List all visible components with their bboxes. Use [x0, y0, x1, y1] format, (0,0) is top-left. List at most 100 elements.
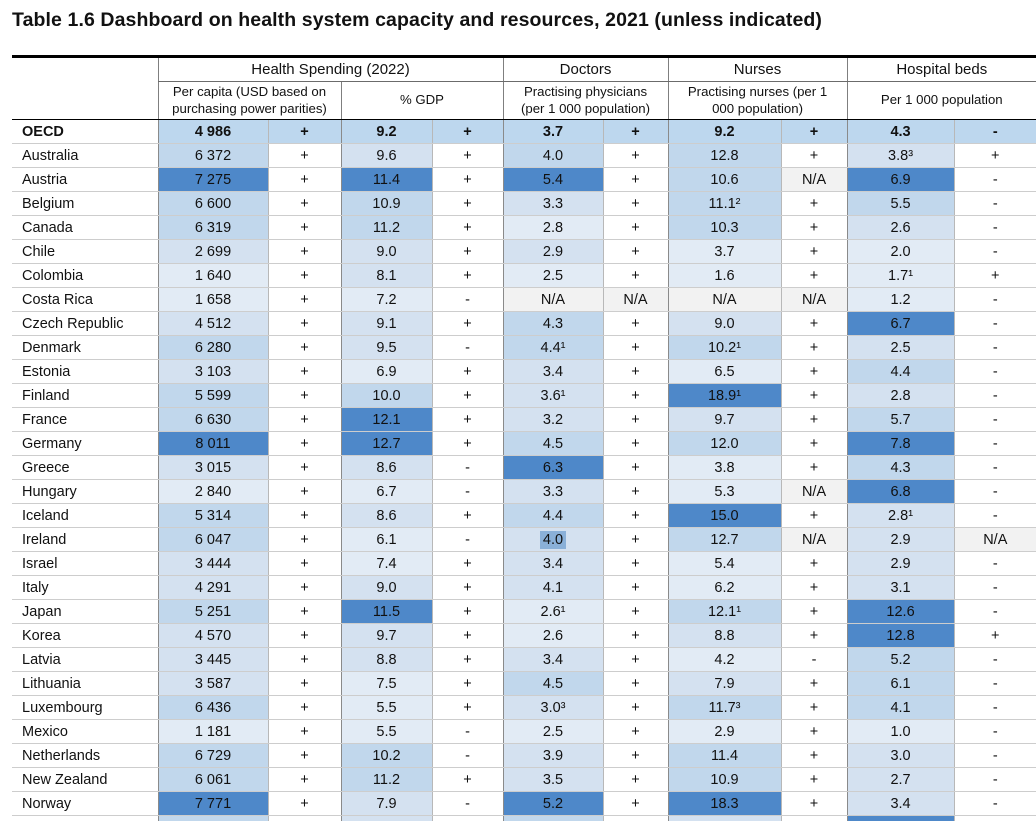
value-cell: 2.0 [846, 239, 955, 264]
value-cell: 8.6 [340, 455, 432, 480]
trend-indicator-cell: - [431, 287, 504, 312]
value-cell: 10.3 [667, 215, 782, 240]
value-cell: 6.9 [340, 359, 432, 384]
value-cell: 6.9 [846, 167, 955, 192]
country-cell: Lithuania [12, 671, 158, 696]
trend-indicator-cell: - [431, 743, 504, 768]
value-cell: 10.9 [340, 191, 432, 216]
trend-indicator-cell: + [431, 143, 504, 168]
value-cell: 7.2 [340, 287, 432, 312]
table-row: Colombia 1 640 +8.1 +2.5 +1.6 +1.7¹ + [12, 263, 1036, 288]
table-row: Australia 6 372 +9.6 +4.0 +12.8 +3.8³ + [12, 143, 1036, 168]
value-cell: 7 275 [157, 167, 268, 192]
value-cell: 3 103 [157, 359, 268, 384]
trend-indicator-cell: + [953, 623, 1036, 648]
trend-indicator-cell: + [267, 503, 341, 528]
table-header: Health Spending (2022) Doctors Nurses Ho… [12, 56, 1036, 120]
country-cell: Finland [12, 383, 158, 408]
value-cell: N/A [667, 287, 782, 312]
trend-indicator-cell: + [431, 575, 504, 600]
value-cell: 9.0 [340, 239, 432, 264]
trend-indicator-cell: + [431, 695, 504, 720]
value-cell: 9.2 [340, 119, 432, 144]
table-row: Korea 4 570 +9.7 +2.6 +8.8 +12.8 + [12, 623, 1036, 648]
trend-indicator-cell: + [431, 383, 504, 408]
trend-indicator-cell: - [953, 335, 1036, 360]
partial-row [12, 815, 1036, 821]
value-cell: 3.7 [502, 119, 604, 144]
table-row: Finland 5 599 +10.0 +3.6¹ +18.9¹ +2.8- [12, 383, 1036, 408]
value-cell: 12.8 [667, 143, 782, 168]
value-cell: 18.3 [667, 791, 782, 816]
table-body: OECD 4 986 +9.2 +3.7 +9.2 +4.3- Australia 6 372… [12, 119, 1036, 821]
trend-indicator-cell [602, 815, 669, 821]
trend-indicator-cell: + [267, 767, 341, 792]
value-cell: 12.0 [667, 431, 782, 456]
trend-indicator-cell: + [780, 671, 848, 696]
table-row: Latvia 3 445 +8.8 +3.4 +4.2-5.2- [12, 647, 1036, 672]
subheader-row: Per capita (USD based on purchasing powe… [12, 81, 1036, 120]
trend-indicator-cell: - [953, 575, 1036, 600]
country-cell: Germany [12, 431, 158, 456]
trend-indicator-cell: N/A [780, 479, 848, 504]
trend-indicator-cell: - [953, 359, 1036, 384]
subheader-nurses: Practising nurses (per 1 000 population) [667, 81, 848, 120]
trend-indicator-cell: + [780, 119, 848, 144]
country-cell [12, 815, 158, 821]
trend-indicator-cell: - [953, 767, 1036, 792]
value-cell: 5.5 [846, 191, 955, 216]
trend-indicator-cell: + [780, 335, 848, 360]
country-cell: Colombia [12, 263, 158, 288]
trend-indicator-cell: + [431, 311, 504, 336]
value-cell: 8.8 [667, 623, 782, 648]
trend-indicator-cell: + [780, 575, 848, 600]
table-row: New Zealand 6 061 +11.2 +3.5 +10.9 +2.7- [12, 767, 1036, 792]
value-cell: 12.1 [340, 407, 432, 432]
trend-indicator-cell: + [267, 239, 341, 264]
country-cell: Costa Rica [12, 287, 158, 312]
trend-indicator-cell: + [267, 287, 341, 312]
value-cell: 3.7 [667, 239, 782, 264]
country-cell: Hungary [12, 479, 158, 504]
trend-indicator-cell: - [953, 719, 1036, 744]
value-cell: 3.8³ [846, 143, 955, 168]
trend-indicator-cell: + [267, 647, 341, 672]
value-cell: 12.7 [340, 431, 432, 456]
value-cell: 6.5 [667, 359, 782, 384]
trend-indicator-cell: + [602, 455, 669, 480]
value-cell: 7.4 [340, 551, 432, 576]
country-cell: France [12, 407, 158, 432]
trend-indicator-cell: + [267, 407, 341, 432]
value-cell: 2.8 [502, 215, 604, 240]
value-cell: 7.8 [846, 431, 955, 456]
value-cell: 12.1¹ [667, 599, 782, 624]
value-cell: 4.3 [846, 119, 955, 144]
value-cell: 9.0 [667, 311, 782, 336]
table-row: France 6 630 +12.1 +3.2 +9.7 +5.7- [12, 407, 1036, 432]
trend-indicator-cell: + [602, 311, 669, 336]
trend-indicator-cell: - [953, 791, 1036, 816]
value-cell: 15.0 [667, 503, 782, 528]
value-cell: 5.3 [667, 479, 782, 504]
trend-indicator-cell: + [953, 263, 1036, 288]
trend-indicator-cell: - [953, 239, 1036, 264]
country-cell: Japan [12, 599, 158, 624]
trend-indicator-cell: + [602, 263, 669, 288]
trend-indicator-cell: + [431, 599, 504, 624]
value-cell: 5.7 [846, 407, 955, 432]
trend-indicator-cell: - [953, 479, 1036, 504]
trend-indicator-cell: + [780, 239, 848, 264]
trend-indicator-cell: + [602, 575, 669, 600]
value-cell: 4.1 [846, 695, 955, 720]
trend-indicator-cell [431, 815, 504, 821]
country-cell: OECD [12, 119, 158, 144]
value-cell: 7.5 [340, 671, 432, 696]
trend-indicator-cell: + [602, 551, 669, 576]
value-cell: 8.8 [340, 647, 432, 672]
country-cell: Latvia [12, 647, 158, 672]
trend-indicator-cell: + [780, 551, 848, 576]
document-page: Table 1.6 Dashboard on health system cap… [0, 9, 1036, 821]
trend-indicator-cell: + [431, 647, 504, 672]
value-cell: 11.4 [667, 743, 782, 768]
value-cell: 4.5 [502, 671, 604, 696]
